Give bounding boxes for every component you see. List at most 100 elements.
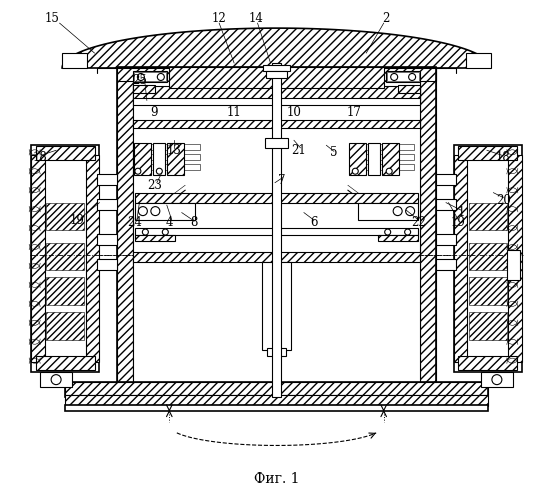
Text: 19: 19 [70,214,85,226]
Bar [507,250,520,280]
Bar [466,53,491,68]
Text: 7: 7 [278,174,285,186]
Bar [378,235,418,241]
Bar [133,252,420,262]
Circle shape [405,229,411,235]
Bar [262,262,291,350]
Bar [117,66,436,82]
Text: 23: 23 [147,178,162,192]
Bar [97,234,117,245]
Text: 21: 21 [291,144,306,157]
Bar [134,143,152,175]
Text: 9: 9 [150,106,158,120]
Text: 8: 8 [191,216,198,229]
Bar [86,156,100,362]
Bar [167,143,184,175]
Bar [133,98,420,106]
Circle shape [137,74,144,80]
Circle shape [138,206,147,216]
Bar [133,120,420,128]
Bar [97,199,117,210]
Bar [133,72,167,83]
Circle shape [386,168,392,174]
Text: 15: 15 [45,12,60,24]
Bar [368,143,380,175]
Circle shape [163,229,168,235]
Circle shape [135,168,141,174]
Bar [469,202,507,230]
Bar [62,53,87,68]
Text: 19: 19 [451,216,466,229]
Bar [46,242,84,270]
Circle shape [406,206,415,216]
Text: 13: 13 [167,144,182,157]
Bar [349,144,414,150]
Circle shape [352,168,358,174]
Text: 4: 4 [165,216,173,229]
Bar [458,356,517,370]
Text: 18: 18 [32,152,47,164]
Text: 17: 17 [346,106,361,120]
Bar [453,156,467,362]
Bar [349,164,414,170]
Bar [133,82,420,397]
Bar [31,146,100,372]
Bar [135,154,200,160]
Circle shape [51,374,61,384]
Text: 5: 5 [330,146,337,160]
Bar [135,144,200,150]
Bar [358,202,418,220]
Bar [169,66,384,88]
Bar [469,278,507,305]
Bar [349,154,414,160]
Bar [65,394,488,406]
Bar [133,86,420,101]
Bar [453,146,522,372]
Bar [469,242,507,270]
Bar [97,174,117,185]
Circle shape [390,74,398,80]
Circle shape [409,74,416,80]
Text: Фиг. 1: Фиг. 1 [254,472,299,486]
Circle shape [393,206,402,216]
Circle shape [492,374,502,384]
Bar [153,143,165,175]
Circle shape [158,74,164,80]
Bar [263,65,290,71]
Bar [420,66,436,397]
Bar [469,312,507,340]
Text: 18: 18 [496,152,511,164]
Bar [436,234,456,245]
Bar [398,86,420,93]
Bar [135,164,200,170]
Polygon shape [62,28,491,68]
Bar [267,348,286,356]
Bar [135,202,195,220]
Bar [36,356,95,370]
Circle shape [156,168,163,174]
Bar [135,192,418,202]
Bar [387,72,419,82]
Text: 22: 22 [411,216,426,229]
Text: 24: 24 [127,216,142,229]
Bar [117,66,133,397]
Bar [264,138,289,148]
Circle shape [151,206,160,216]
Text: 2: 2 [383,12,390,24]
Bar [135,235,175,241]
Text: 1: 1 [457,206,465,219]
Bar [134,72,166,82]
Bar [349,143,366,175]
Bar [65,382,488,397]
Bar [46,312,84,340]
Text: 14: 14 [249,12,264,24]
Text: 11: 11 [227,106,242,120]
Circle shape [385,229,390,235]
Bar [272,63,281,397]
Bar [31,156,45,362]
Bar [117,66,436,397]
Bar [65,404,488,410]
Bar [508,156,522,362]
Bar [40,372,72,387]
Bar [436,199,456,210]
